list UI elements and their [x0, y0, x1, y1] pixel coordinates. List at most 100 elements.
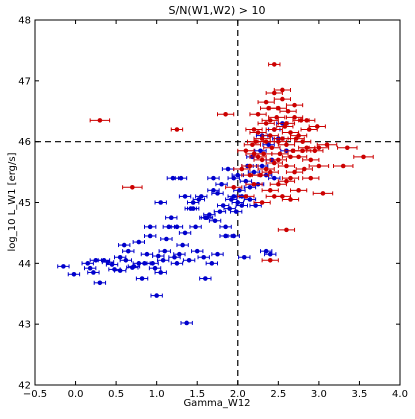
point-marker: [231, 233, 237, 239]
point-marker: [241, 254, 247, 260]
data-point: [277, 178, 296, 184]
point-marker: [211, 175, 216, 181]
point-marker: [247, 184, 253, 190]
data-point: [281, 175, 300, 181]
point-marker: [308, 157, 314, 163]
data-point: [138, 261, 151, 266]
point-marker: [109, 262, 115, 267]
point-marker: [166, 224, 172, 230]
data-point: [154, 270, 167, 275]
point-marker: [215, 251, 220, 257]
data-point: [229, 209, 243, 214]
data-point: [312, 191, 334, 196]
point-marker: [280, 136, 285, 141]
data-point: [277, 163, 296, 169]
data-point: [245, 127, 263, 132]
point-marker: [271, 194, 277, 199]
point-marker: [203, 215, 208, 221]
point-marker: [320, 191, 326, 196]
series-1: [57, 121, 293, 326]
point-marker: [263, 121, 269, 126]
y-tick-label: 47: [18, 76, 31, 87]
data-point: [93, 280, 107, 286]
data-point: [257, 166, 275, 172]
data-point: [186, 200, 200, 205]
data-point: [261, 257, 279, 263]
data-point: [105, 262, 119, 267]
point-marker: [306, 127, 312, 132]
data-point: [165, 215, 178, 221]
point-marker: [136, 239, 142, 245]
data-point: [241, 172, 259, 178]
point-marker: [231, 194, 237, 199]
point-marker: [177, 251, 182, 257]
data-point: [119, 257, 133, 263]
data-point: [332, 163, 354, 169]
point-marker: [97, 118, 103, 123]
point-marker: [198, 194, 204, 199]
data-point: [237, 194, 255, 199]
point-marker: [172, 254, 177, 260]
data-point: [337, 145, 358, 151]
data-point: [195, 194, 208, 199]
point-marker: [288, 154, 293, 160]
data-point: [261, 188, 279, 193]
data-point: [215, 181, 228, 187]
point-marker: [288, 175, 293, 181]
x-tick-label: 3.5: [351, 389, 367, 400]
point-marker: [174, 127, 180, 132]
data-point: [148, 265, 162, 271]
point-marker: [155, 253, 161, 259]
point-marker: [223, 233, 228, 239]
point-marker: [142, 261, 147, 266]
point-marker: [217, 209, 223, 214]
x-tick-label: 2.0: [230, 389, 246, 400]
point-marker: [170, 175, 176, 181]
point-marker: [164, 236, 169, 242]
data-point: [281, 154, 300, 160]
point-marker: [212, 218, 218, 224]
x-tick-label: 2.5: [270, 389, 286, 400]
data-point: [211, 191, 224, 196]
data-point: [217, 111, 235, 117]
point-marker: [251, 151, 257, 157]
data-point: [233, 188, 246, 193]
point-marker: [267, 251, 273, 257]
point-marker: [223, 224, 228, 230]
data-point: [239, 178, 253, 184]
data-point: [285, 115, 304, 120]
point-marker: [93, 257, 99, 263]
point-marker: [201, 254, 207, 260]
point-marker: [247, 197, 253, 202]
data-point: [135, 276, 149, 281]
data-point: [268, 175, 281, 181]
data-point: [178, 230, 192, 236]
point-marker: [316, 163, 322, 169]
point-marker: [271, 90, 277, 96]
point-marker: [271, 62, 277, 67]
data-point: [261, 169, 279, 175]
data-point: [265, 127, 283, 132]
point-marker: [267, 257, 273, 263]
data-point: [182, 257, 196, 263]
data-point: [302, 175, 320, 181]
point-marker: [71, 271, 77, 277]
data-point: [261, 133, 279, 138]
point-marker: [186, 257, 192, 263]
point-marker: [125, 248, 131, 254]
data-point: [281, 197, 300, 202]
data-point: [285, 102, 304, 108]
point-marker: [162, 248, 168, 254]
point-marker: [259, 136, 265, 141]
data-point: [308, 145, 330, 151]
x-tick-label: 4.0: [392, 389, 408, 400]
point-marker: [259, 163, 265, 169]
point-marker: [267, 133, 273, 138]
data-point: [197, 254, 210, 260]
point-marker: [312, 148, 318, 154]
data-point: [265, 160, 283, 166]
point-marker: [251, 181, 257, 187]
data-point: [243, 142, 261, 148]
y-tick-label: 42: [18, 381, 31, 392]
data-point: [294, 148, 312, 154]
